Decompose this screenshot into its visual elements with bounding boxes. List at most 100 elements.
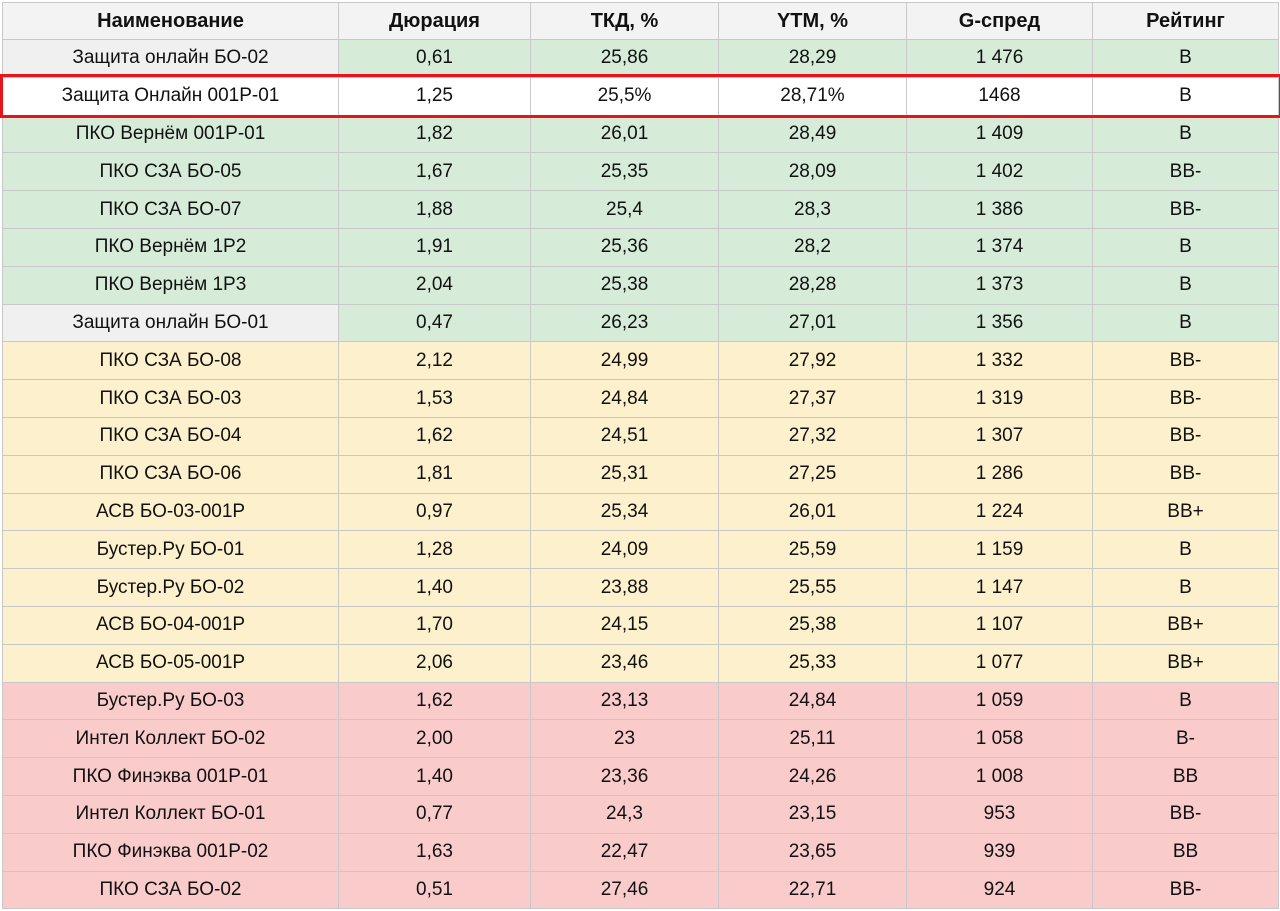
header-rating: Рейтинг [1092,2,1279,40]
cell-tkd: 27,46 [530,870,719,910]
cell-tkd: 24,09 [530,530,719,570]
table-row: Защита онлайн БО-01 0,47 26,23 27,01 1 356 B [2,303,1279,343]
cell-gspread: 1 286 [906,454,1093,494]
cell-duration: 1,28 [338,530,531,570]
cell-gspread: 924 [906,870,1093,910]
cell-ytm: 27,32 [718,416,907,456]
cell-tkd: 25,31 [530,454,719,494]
cell-gspread: 1 356 [906,303,1093,343]
cell-duration: 1,91 [338,227,531,267]
table-row: ПКО СЗА БО-05 1,67 25,35 28,09 1 402 BB- [2,152,1279,192]
cell-rating: B- [1092,719,1279,759]
cell-tkd: 25,36 [530,227,719,267]
cell-ytm: 28,09 [718,152,907,192]
table-row: ПКО Вернём 1Р2 1,91 25,36 28,2 1 374 B [2,227,1279,267]
cell-gspread: 1 077 [906,643,1093,683]
table-row: ПКО СЗА БО-08 2,12 24,99 27,92 1 332 BB- [2,341,1279,381]
cell-gspread: 1468 [906,76,1093,116]
cell-name: Защита онлайн БО-02 [2,39,339,78]
cell-gspread: 1 373 [906,265,1093,305]
cell-tkd: 23,46 [530,643,719,683]
table-row: Интел Коллект БО-02 2,00 23 25,11 1 058 B- [2,719,1279,759]
cell-tkd: 25,34 [530,492,719,532]
cell-rating: BB- [1092,379,1279,418]
cell-gspread: 1 319 [906,379,1093,418]
cell-ytm: 25,38 [718,605,907,645]
cell-duration: 2,12 [338,341,531,381]
cell-name: Бустер.Ру БО-02 [2,568,339,607]
cell-ytm: 28,49 [718,114,907,154]
cell-tkd: 24,15 [530,605,719,645]
cell-rating: BB [1092,832,1279,872]
cell-rating: BB+ [1092,605,1279,645]
cell-gspread: 1 147 [906,568,1093,607]
table-row: АСВ БО-03-001Р 0,97 25,34 26,01 1 224 BB+ [2,492,1279,532]
cell-rating: B [1092,568,1279,607]
cell-tkd: 25,4 [530,190,719,229]
cell-duration: 1,40 [338,568,531,607]
cell-gspread: 939 [906,832,1093,872]
header-row: Наименование Дюрация ТКД, % YTM, % G-спр… [2,2,1279,40]
cell-duration: 2,00 [338,719,531,759]
cell-gspread: 1 409 [906,114,1093,154]
cell-gspread: 1 224 [906,492,1093,532]
cell-ytm: 26,01 [718,492,907,532]
cell-name: АСВ БО-05-001Р [2,643,339,683]
cell-name: Интел Коллект БО-02 [2,719,339,759]
cell-name: ПКО Вернём 1Р2 [2,227,339,267]
cell-rating: B [1092,303,1279,343]
cell-rating: B [1092,114,1279,154]
cell-tkd: 23 [530,719,719,759]
cell-gspread: 1 159 [906,530,1093,570]
cell-tkd: 25,86 [530,39,719,78]
table-row: Бустер.Ру БО-01 1,28 24,09 25,59 1 159 B [2,530,1279,570]
header-ytm: YTM, % [718,2,907,40]
cell-ytm: 27,01 [718,303,907,343]
cell-ytm: 25,11 [718,719,907,759]
cell-name: АСВ БО-03-001Р [2,492,339,532]
cell-rating: BB- [1092,190,1279,229]
cell-ytm: 23,65 [718,832,907,872]
cell-ytm: 27,92 [718,341,907,381]
cell-gspread: 1 476 [906,39,1093,78]
table-row: Интел Коллект БО-01 0,77 24,3 23,15 953 BB- [2,794,1279,834]
cell-gspread: 1 107 [906,605,1093,645]
table-row: Защита онлайн БО-02 0,61 25,86 28,29 1 476 B [2,39,1279,78]
cell-duration: 1,62 [338,681,531,721]
cell-tkd: 23,13 [530,681,719,721]
cell-rating: BB- [1092,454,1279,494]
cell-ytm: 28,28 [718,265,907,305]
cell-rating: B [1092,39,1279,78]
cell-duration: 2,04 [338,265,531,305]
table-body: Защита онлайн БО-02 0,61 25,86 28,29 1 476 B З… [2,39,1279,910]
cell-tkd: 25,5% [530,76,719,116]
cell-tkd: 25,38 [530,265,719,305]
cell-ytm: 28,71% [718,76,907,116]
cell-tkd: 26,01 [530,114,719,154]
cell-gspread: 1 058 [906,719,1093,759]
cell-tkd: 25,35 [530,152,719,192]
table-row: Бустер.Ру БО-03 1,62 23,13 24,84 1 059 B [2,681,1279,721]
cell-gspread: 1 402 [906,152,1093,192]
cell-duration: 1,62 [338,416,531,456]
header-name: Наименование [2,2,339,40]
cell-duration: 2,06 [338,643,531,683]
cell-rating: B [1092,76,1279,116]
cell-gspread: 1 059 [906,681,1093,721]
cell-ytm: 25,55 [718,568,907,607]
cell-name: Защита Онлайн 001Р-01 [2,76,339,116]
cell-name: ПКО СЗА БО-06 [2,454,339,494]
cell-name: ПКО СЗА БО-04 [2,416,339,456]
cell-duration: 1,67 [338,152,531,192]
header-tkd: ТКД, % [530,2,719,40]
cell-rating: B [1092,681,1279,721]
header-duration: Дюрация [338,2,531,40]
cell-duration: 1,25 [338,76,531,116]
table-row: ПКО СЗА БО-07 1,88 25,4 28,3 1 386 BB- [2,190,1279,229]
table-row: ПКО СЗА БО-06 1,81 25,31 27,25 1 286 BB- [2,454,1279,494]
cell-rating: BB- [1092,152,1279,192]
cell-duration: 0,51 [338,870,531,910]
cell-ytm: 23,15 [718,794,907,834]
cell-ytm: 28,29 [718,39,907,78]
